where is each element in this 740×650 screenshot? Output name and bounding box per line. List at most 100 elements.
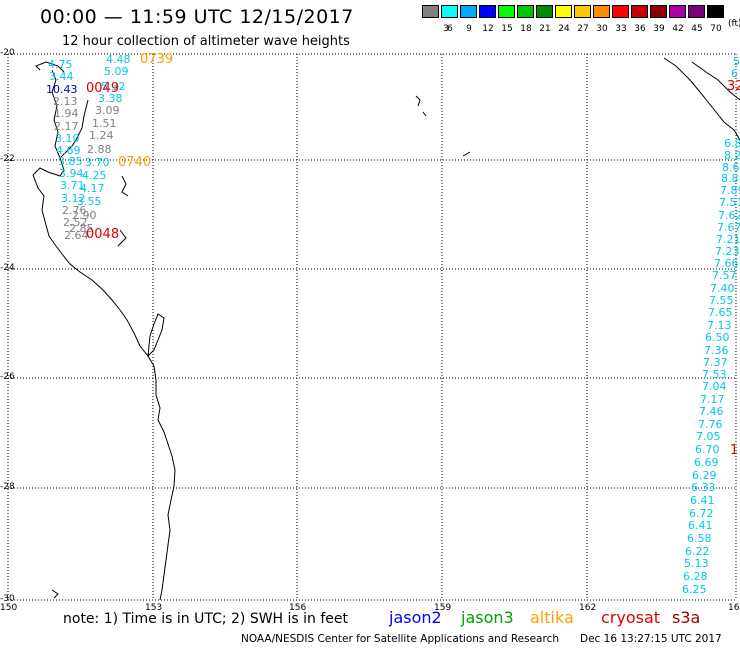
wave-height-value: 7.76	[698, 418, 723, 431]
latitude-label: -22	[0, 154, 15, 164]
wave-height-value: 3.55	[77, 195, 102, 208]
generated-timestamp: Dec 16 13:27:15 UTC 2017	[580, 633, 722, 645]
colorbar-label: 21	[539, 24, 551, 34]
wave-height-value: 6.41	[690, 494, 715, 507]
wave-height-value: 6.25	[682, 583, 707, 596]
colorbar-swatch	[631, 5, 648, 18]
satellite-legend-jason2: jason2	[389, 608, 442, 627]
colorbar-label: 36	[634, 24, 646, 34]
wave-height-value: 2.52	[63, 216, 88, 229]
wave-height-value: 3.44	[49, 70, 74, 83]
latitude-label: -28	[0, 482, 15, 492]
map-grid	[7, 53, 737, 601]
colorbar-label: 24	[558, 24, 570, 34]
colorbar-label: 30	[596, 24, 608, 34]
wave-height-value: 7.04	[702, 380, 727, 393]
wave-height-value: 2.85	[69, 222, 94, 235]
credit-line: NOAA/NESDIS Center for Satellite Applica…	[241, 633, 559, 645]
wave-height-value: 32	[727, 79, 740, 94]
wave-height-value: 5	[733, 55, 740, 68]
wave-height-value: 3.70	[85, 156, 110, 169]
colorbar-unit: (ft)	[728, 19, 740, 29]
wave-height-value: 3.85	[58, 155, 83, 168]
wave-height-value: 4.48	[106, 53, 131, 66]
wave-height-value: 6	[731, 67, 738, 80]
colorbar-swatch	[460, 5, 477, 18]
wave-height-value: 3.12	[61, 192, 86, 205]
wave-height-value: 4.17	[80, 182, 105, 195]
wave-height-value: 7.57	[712, 269, 737, 282]
colorbar-label: 18	[520, 24, 532, 34]
longitude-label: 153	[145, 603, 163, 613]
wave-height-value: 3.10	[55, 132, 80, 145]
longitude-label: 159	[434, 603, 452, 613]
wave-height-value: 6.29	[692, 469, 717, 482]
colorbar-label: 39	[653, 24, 665, 34]
wave-height-value: 6.69	[694, 456, 719, 469]
colorbar-label: 6	[447, 24, 453, 34]
wave-height-value: 6.50	[705, 331, 730, 344]
wave-height-value: 7.13	[707, 319, 732, 332]
longitude-label: 162	[579, 603, 597, 613]
wave-height-value: 2.13	[53, 95, 78, 108]
footer-note: note: 1) Time is in UTC; 2) SWH is in fe…	[63, 611, 349, 627]
colorbar-label: 15	[501, 24, 513, 34]
wave-height-value: 7.62	[718, 209, 740, 222]
wave-height-value: 2.64	[64, 229, 89, 242]
wave-height-value: 6.28	[683, 570, 708, 583]
wave-height-value: 6.70	[695, 443, 720, 456]
pass-time-label: 0740	[118, 155, 152, 170]
wave-height-value: 6.41	[688, 519, 713, 532]
page-title: 00:00 — 11:59 UTC 12/15/2017	[40, 6, 354, 28]
pass-time-label: 0739	[140, 52, 174, 67]
colorbar-label: 12	[482, 24, 494, 34]
satellite-legend-cryosat: cryosat	[601, 608, 661, 627]
colorbar-label: 45	[691, 24, 703, 34]
wave-height-value: 7.65	[708, 306, 733, 319]
colorbar-swatch	[536, 5, 553, 18]
wave-height-value: 3.71	[60, 179, 85, 192]
wave-height-value: 4.75	[48, 58, 73, 71]
wave-height-value: 7.46	[699, 405, 724, 418]
wave-height-value: 4.25	[82, 169, 107, 182]
wave-height-value: 10.43	[46, 83, 78, 96]
colorbar-label: 42	[672, 24, 684, 34]
latitude-label: -20	[0, 48, 15, 58]
wave-height-value: 3.38	[98, 92, 123, 105]
colorbar-swatch	[479, 5, 496, 18]
longitude-label: 150	[0, 603, 18, 613]
wave-height-value: 5.09	[104, 65, 129, 78]
wave-height-value: 1	[730, 443, 739, 458]
colorbar-label: 9	[466, 24, 472, 34]
wave-height-value: 7.53	[702, 368, 727, 381]
wave-height-value: 8.2	[724, 149, 740, 162]
colorbar-label: 33	[615, 24, 627, 34]
colorbar-label: 70	[710, 24, 722, 34]
colorbar-swatch	[707, 5, 724, 18]
wave-height-value: 7.55	[709, 294, 734, 307]
satellite-legend-s3a: s3a	[672, 608, 701, 627]
wave-height-value: 8.8	[721, 172, 739, 185]
wave-height-value: 6.8	[724, 137, 740, 150]
wave-height-value: 5.32	[101, 80, 126, 93]
colorbar-swatch	[650, 5, 667, 18]
pass-time-label: 0048	[86, 227, 120, 242]
wave-height-value: 7.66	[714, 257, 739, 270]
colorbar-swatch	[498, 5, 515, 18]
wave-height-value: 7.05	[696, 430, 721, 443]
wave-height-value: 7.89	[720, 184, 740, 197]
wave-height-value: 8.6	[722, 161, 740, 174]
wave-height-value: 7.23	[715, 245, 740, 258]
colorbar-swatch	[422, 5, 439, 18]
pass-time-label: 0049	[86, 81, 120, 96]
wave-height-value: 6.58	[687, 532, 712, 545]
wave-height-value: 2.76	[62, 204, 87, 217]
wave-height-value: 6.72	[689, 507, 714, 520]
page-subtitle: 12 hour collection of altimeter wave hei…	[62, 34, 350, 49]
coastline	[32, 57, 740, 601]
colorbar-swatch	[574, 5, 591, 18]
wave-height-value: 2.90	[72, 209, 97, 222]
wave-height-value: 7.37	[703, 356, 728, 369]
colorbar-swatch	[517, 5, 534, 18]
